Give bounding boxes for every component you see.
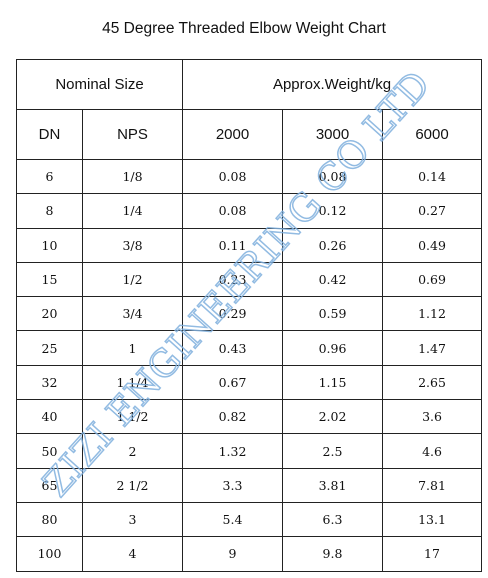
cell-dn: 50 — [16, 433, 83, 469]
table-row: 20 3/4 0.29 0.59 1.12 — [16, 296, 483, 332]
cell-weight-2000: 0.29 — [182, 296, 283, 332]
cell-weight-3000: 3.81 — [282, 467, 383, 503]
cell-weight-2000: 0.43 — [182, 330, 283, 366]
cell-weight-3000: 0.59 — [282, 296, 383, 332]
chart-title: 45 Degree Threaded Elbow Weight Chart — [102, 20, 386, 37]
cell-nps: 3/8 — [82, 227, 183, 263]
table-row: 40 1 1/2 0.82 2.02 3.6 — [16, 399, 483, 435]
nominal-size-header: Nominal Size — [16, 59, 183, 110]
column-header-class-6000: 6000 — [381, 109, 483, 160]
cell-nps: 1/2 — [82, 261, 183, 298]
cell-weight-3000: 0.26 — [282, 227, 383, 263]
column-header-row: DN NPS 2000 3000 6000 — [16, 109, 483, 160]
table-row: 50 2 1.32 2.5 4.6 — [16, 433, 483, 469]
cell-dn: 100 — [16, 536, 83, 572]
table-row: 65 2 1/2 3.3 3.81 7.81 — [16, 467, 483, 503]
cell-nps: 2 — [82, 433, 183, 469]
table-row: 100 4 9 9.8 17 — [16, 536, 483, 572]
cell-weight-2000: 0.67 — [182, 364, 283, 401]
cell-nps: 1/8 — [82, 158, 183, 195]
cell-weight-3000: 0.96 — [282, 330, 383, 366]
cell-dn: 20 — [16, 296, 83, 332]
cell-dn: 32 — [16, 364, 83, 401]
cell-weight-6000: 4.6 — [381, 433, 483, 469]
table-row: 15 1/2 0.23 0.42 0.69 — [16, 261, 483, 298]
cell-nps: 3/4 — [82, 296, 183, 332]
column-header-class-2000: 2000 — [182, 109, 283, 160]
cell-weight-3000: 2.02 — [282, 399, 383, 435]
cell-dn: 8 — [16, 193, 83, 229]
cell-dn: 80 — [16, 501, 83, 538]
cell-weight-6000: 0.69 — [381, 261, 483, 298]
cell-nps: 3 — [82, 501, 183, 538]
cell-weight-3000: 0.08 — [282, 158, 383, 195]
cell-weight-6000: 17 — [381, 536, 483, 572]
cell-weight-2000: 0.08 — [182, 158, 283, 195]
cell-weight-6000: 1.47 — [381, 330, 483, 366]
cell-weight-3000: 2.5 — [282, 433, 383, 469]
cell-weight-6000: 0.14 — [381, 158, 483, 195]
table-row: 25 1 0.43 0.96 1.47 — [16, 330, 483, 366]
table-row: 80 3 5.4 6.3 13.1 — [16, 501, 483, 538]
cell-nps: 4 — [82, 536, 183, 572]
cell-weight-6000: 2.65 — [381, 364, 483, 401]
cell-weight-2000: 5.4 — [182, 501, 283, 538]
cell-weight-3000: 0.12 — [282, 193, 383, 229]
cell-dn: 6 — [16, 158, 83, 195]
column-header-class-3000: 3000 — [282, 109, 383, 160]
cell-dn: 10 — [16, 227, 83, 263]
column-header-nps: NPS — [82, 109, 183, 160]
cell-weight-6000: 3.6 — [381, 399, 483, 435]
table-row: 32 1 1/4 0.67 1.15 2.65 — [16, 364, 483, 401]
weight-table: Nominal Size Approx.Weight/kg DN NPS 200… — [16, 59, 483, 572]
cell-weight-6000: 1.12 — [381, 296, 483, 332]
cell-weight-2000: 0.11 — [182, 227, 283, 263]
cell-weight-2000: 0.08 — [182, 193, 283, 229]
approx-weight-header: Approx.Weight/kg — [181, 59, 483, 110]
cell-nps: 1/4 — [82, 193, 183, 229]
cell-nps: 1 1/4 — [82, 364, 183, 401]
cell-weight-6000: 13.1 — [381, 501, 483, 538]
cell-weight-2000: 0.82 — [182, 399, 283, 435]
table-row: 10 3/8 0.11 0.26 0.49 — [16, 227, 483, 263]
group-header-row: Nominal Size Approx.Weight/kg — [16, 59, 483, 110]
cell-nps: 1 1/2 — [82, 399, 183, 435]
cell-weight-2000: 3.3 — [182, 467, 283, 503]
cell-dn: 25 — [16, 330, 83, 366]
cell-nps: 2 1/2 — [82, 467, 183, 503]
cell-weight-6000: 0.27 — [381, 193, 483, 229]
cell-dn: 65 — [16, 467, 83, 503]
cell-weight-3000: 6.3 — [282, 501, 383, 538]
cell-dn: 40 — [16, 399, 83, 435]
cell-weight-6000: 7.81 — [381, 467, 483, 503]
cell-weight-3000: 1.15 — [282, 364, 383, 401]
table-row: 8 1/4 0.08 0.12 0.27 — [16, 193, 483, 229]
cell-weight-2000: 1.32 — [182, 433, 283, 469]
cell-weight-3000: 0.42 — [282, 261, 383, 298]
cell-weight-2000: 0.23 — [182, 261, 283, 298]
cell-weight-2000: 9 — [182, 536, 283, 572]
cell-nps: 1 — [82, 330, 183, 366]
weight-table-body: 6 1/8 0.08 0.08 0.14 8 1/4 0.08 0.12 0.27 10 3/8 0.1… — [16, 158, 483, 572]
table-row: 6 1/8 0.08 0.08 0.14 — [16, 158, 483, 195]
cell-weight-3000: 9.8 — [282, 536, 383, 572]
cell-weight-6000: 0.49 — [381, 227, 483, 263]
cell-dn: 15 — [16, 261, 83, 298]
column-header-dn: DN — [16, 109, 83, 160]
